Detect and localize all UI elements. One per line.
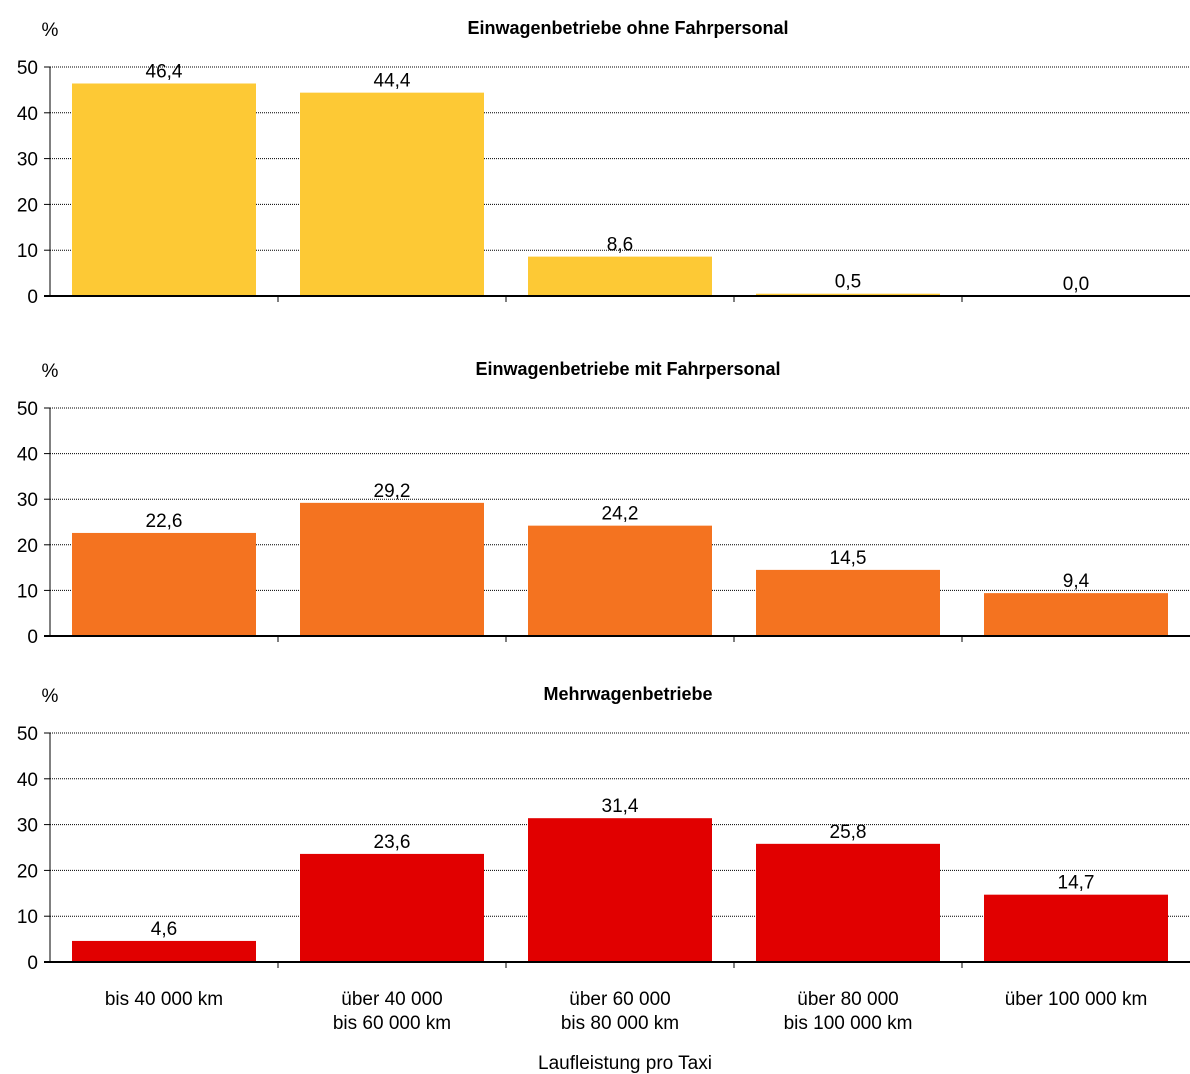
y-tick-label: 0 bbox=[27, 953, 38, 974]
y-tick-label: 0 bbox=[27, 287, 38, 308]
bar bbox=[756, 569, 940, 636]
chart-title: Einwagenbetriebe mit Fahrpersonal bbox=[475, 359, 780, 379]
data-label: 9,4 bbox=[1063, 571, 1090, 592]
y-axis-label: % bbox=[42, 20, 59, 41]
y-tick-label: 30 bbox=[17, 490, 38, 511]
bar bbox=[984, 593, 1168, 636]
x-tick-label-line: über 80 000 bbox=[797, 989, 898, 1010]
x-tick-label-line: über 100 000 km bbox=[1005, 989, 1148, 1010]
data-label: 46,4 bbox=[146, 61, 183, 82]
x-tick-label: über 60 000 bis 80 000 km bbox=[561, 989, 679, 1034]
y-axis-label: % bbox=[42, 361, 59, 382]
x-tick-label-line: bis 60 000 km bbox=[333, 1013, 451, 1034]
bar bbox=[300, 502, 484, 636]
data-label: 31,4 bbox=[602, 796, 639, 817]
y-tick-label: 40 bbox=[17, 445, 38, 466]
bar bbox=[756, 843, 940, 962]
data-label: 0,0 bbox=[1063, 274, 1089, 295]
y-tick-label: 30 bbox=[17, 150, 38, 171]
chart-title: Mehrwagenbetriebe bbox=[543, 684, 712, 704]
bar bbox=[528, 525, 712, 636]
bar bbox=[72, 83, 256, 296]
chart-title: Einwagenbetriebe ohne Fahrpersonal bbox=[467, 18, 788, 38]
y-tick-label: 0 bbox=[27, 627, 38, 648]
data-label: 14,7 bbox=[1058, 873, 1095, 894]
x-tick-label: über 100 000 km bbox=[1005, 989, 1148, 1010]
x-tick-label: über 80 000 bis 100 000 km bbox=[784, 989, 913, 1034]
bar bbox=[300, 92, 484, 296]
y-tick-label: 50 bbox=[17, 724, 38, 745]
x-tick-label: über 40 000 bis 60 000 km bbox=[333, 989, 451, 1034]
data-label: 4,6 bbox=[151, 919, 177, 940]
data-label: 23,6 bbox=[374, 832, 411, 853]
x-tick-label: bis 40 000 km bbox=[105, 989, 223, 1010]
y-tick-label: 10 bbox=[17, 581, 38, 602]
y-tick-label: 20 bbox=[17, 861, 38, 882]
data-label: 29,2 bbox=[374, 481, 411, 502]
data-label: 0,5 bbox=[835, 272, 861, 293]
bar bbox=[528, 256, 712, 296]
x-tick-label-line: bis 80 000 km bbox=[561, 1013, 679, 1034]
bar bbox=[300, 853, 484, 962]
y-tick-label: 50 bbox=[17, 58, 38, 79]
bar bbox=[72, 532, 256, 636]
y-tick-label: 40 bbox=[17, 104, 38, 125]
bar bbox=[756, 293, 940, 296]
x-axis-label: Laufleistung pro Taxi bbox=[538, 1053, 712, 1074]
data-label: 44,4 bbox=[374, 71, 411, 92]
x-tick-label-line: über 60 000 bbox=[569, 989, 670, 1010]
y-tick-label: 10 bbox=[17, 907, 38, 928]
data-label: 24,2 bbox=[602, 504, 639, 525]
x-tick-label-line: bis 40 000 km bbox=[105, 989, 223, 1010]
bar bbox=[984, 894, 1168, 962]
bar bbox=[528, 818, 712, 962]
y-tick-label: 50 bbox=[17, 399, 38, 420]
x-tick-label-line: bis 100 000 km bbox=[784, 1013, 913, 1034]
y-tick-label: 20 bbox=[17, 195, 38, 216]
y-tick-label: 10 bbox=[17, 241, 38, 262]
y-tick-label: 20 bbox=[17, 536, 38, 557]
y-tick-label: 30 bbox=[17, 816, 38, 837]
data-label: 14,5 bbox=[830, 548, 867, 569]
data-label: 22,6 bbox=[146, 511, 183, 532]
bar bbox=[72, 940, 256, 962]
y-axis-label: % bbox=[42, 686, 59, 707]
x-tick-label-line: über 40 000 bbox=[341, 989, 442, 1010]
data-label: 8,6 bbox=[607, 235, 633, 256]
y-tick-label: 40 bbox=[17, 770, 38, 791]
data-label: 25,8 bbox=[830, 822, 867, 843]
